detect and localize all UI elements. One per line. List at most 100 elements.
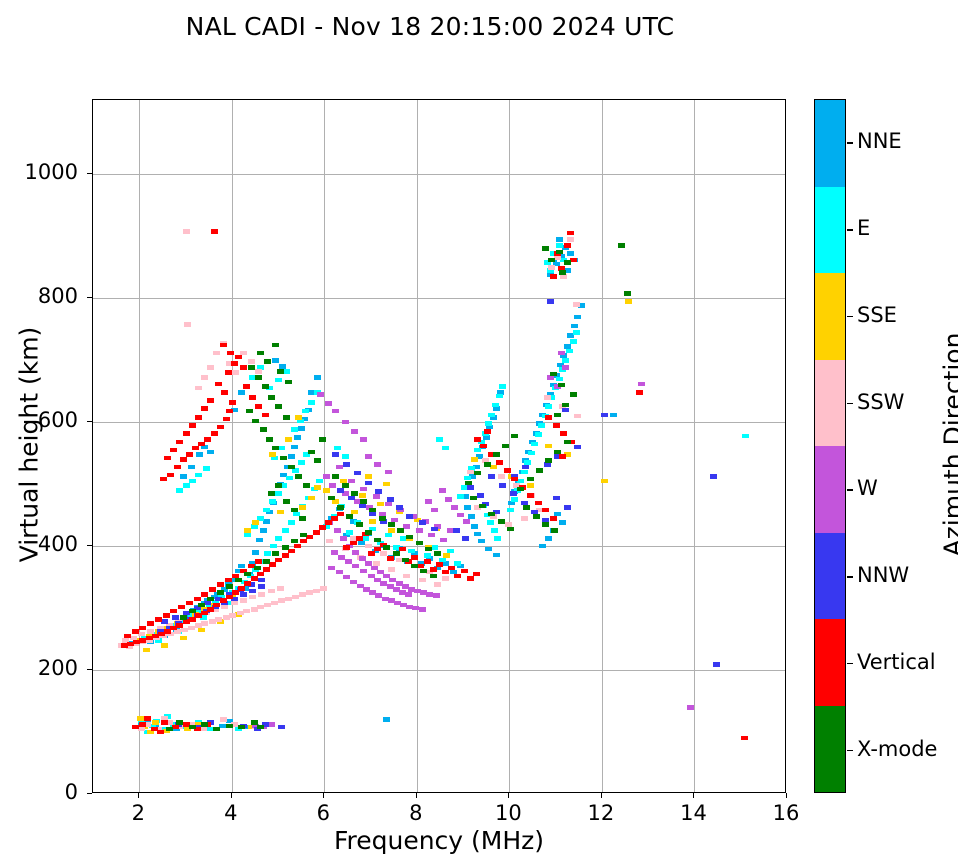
data-point — [360, 437, 368, 442]
data-point — [290, 507, 298, 513]
data-point — [465, 480, 473, 486]
data-point — [502, 443, 510, 448]
data-point — [360, 499, 368, 504]
data-point — [457, 563, 465, 569]
data-point — [201, 592, 209, 597]
data-point — [216, 424, 224, 430]
data-point — [545, 404, 553, 409]
data-point — [215, 617, 223, 622]
data-point — [221, 390, 229, 395]
data-point — [400, 602, 408, 608]
data-point — [541, 246, 549, 251]
data-point — [494, 536, 502, 541]
data-point — [225, 584, 233, 589]
data-point — [442, 561, 450, 566]
y-axis-label: Virtual height (km) — [14, 326, 44, 563]
colorbar-tick-mark — [847, 142, 853, 144]
data-point — [267, 395, 275, 400]
data-point — [179, 457, 187, 462]
y-tick-mark — [87, 173, 92, 175]
gridline-vertical — [416, 100, 418, 792]
data-point — [252, 418, 260, 424]
data-point — [352, 563, 360, 569]
data-point — [312, 530, 320, 535]
data-point — [202, 466, 210, 471]
x-tick-mark — [693, 793, 695, 798]
data-point — [434, 565, 442, 571]
colorbar-tick-label: SSW — [857, 389, 905, 414]
data-point — [307, 390, 315, 395]
data-point — [303, 483, 311, 488]
data-point — [477, 493, 485, 498]
data-point — [208, 619, 216, 624]
data-point — [225, 361, 233, 366]
data-point — [528, 450, 536, 456]
data-point — [554, 449, 562, 455]
data-point — [178, 604, 186, 610]
data-point — [541, 522, 549, 527]
data-point — [387, 567, 395, 572]
colorbar-tick-mark — [847, 576, 853, 578]
data-point — [162, 613, 170, 618]
data-point — [207, 607, 215, 612]
data-point — [358, 556, 366, 561]
data-point — [298, 505, 306, 510]
data-point — [492, 552, 500, 558]
data-point — [538, 423, 546, 428]
data-point — [488, 511, 496, 517]
data-point — [332, 452, 340, 457]
data-point — [452, 528, 460, 533]
data-point — [560, 353, 568, 358]
data-point — [562, 365, 570, 370]
data-point — [222, 416, 230, 422]
colorbar-tick-label: SSE — [857, 302, 897, 327]
data-point — [549, 371, 557, 377]
data-point — [148, 723, 156, 729]
data-point — [560, 431, 568, 436]
data-point — [637, 381, 645, 387]
data-point — [546, 268, 554, 273]
data-point — [397, 528, 405, 533]
data-point — [364, 561, 372, 566]
data-point — [232, 590, 239, 595]
data-point — [468, 474, 476, 479]
data-point — [207, 449, 215, 455]
data-point — [360, 568, 368, 574]
data-point — [306, 590, 314, 595]
data-point — [423, 559, 431, 564]
data-point — [372, 561, 380, 566]
data-points-layer — [93, 100, 785, 792]
data-point — [249, 395, 257, 400]
data-point — [259, 427, 267, 432]
data-point — [430, 526, 438, 532]
data-point — [369, 511, 377, 517]
data-point — [287, 548, 295, 554]
data-point — [610, 412, 617, 418]
data-point — [317, 392, 325, 397]
data-point — [407, 548, 415, 554]
data-point — [244, 532, 252, 538]
data-point — [346, 514, 354, 519]
data-point — [510, 497, 518, 502]
data-point — [263, 507, 270, 513]
data-point — [282, 369, 290, 374]
colorbar-tick-mark — [847, 489, 853, 491]
data-point — [400, 536, 408, 541]
data-point — [710, 474, 718, 479]
data-point — [132, 629, 140, 634]
data-point — [267, 588, 275, 593]
data-point — [276, 586, 284, 591]
data-point — [434, 582, 442, 587]
data-point — [255, 369, 263, 374]
data-point — [258, 577, 266, 583]
data-point — [426, 569, 434, 575]
data-point — [448, 565, 456, 571]
gridline-horizontal — [93, 670, 785, 672]
data-point — [201, 621, 209, 626]
data-point — [386, 584, 394, 589]
x-tick-label: 6 — [316, 801, 331, 825]
data-point — [444, 497, 452, 502]
data-point — [176, 488, 184, 493]
data-point — [492, 406, 500, 411]
data-point — [349, 540, 357, 546]
